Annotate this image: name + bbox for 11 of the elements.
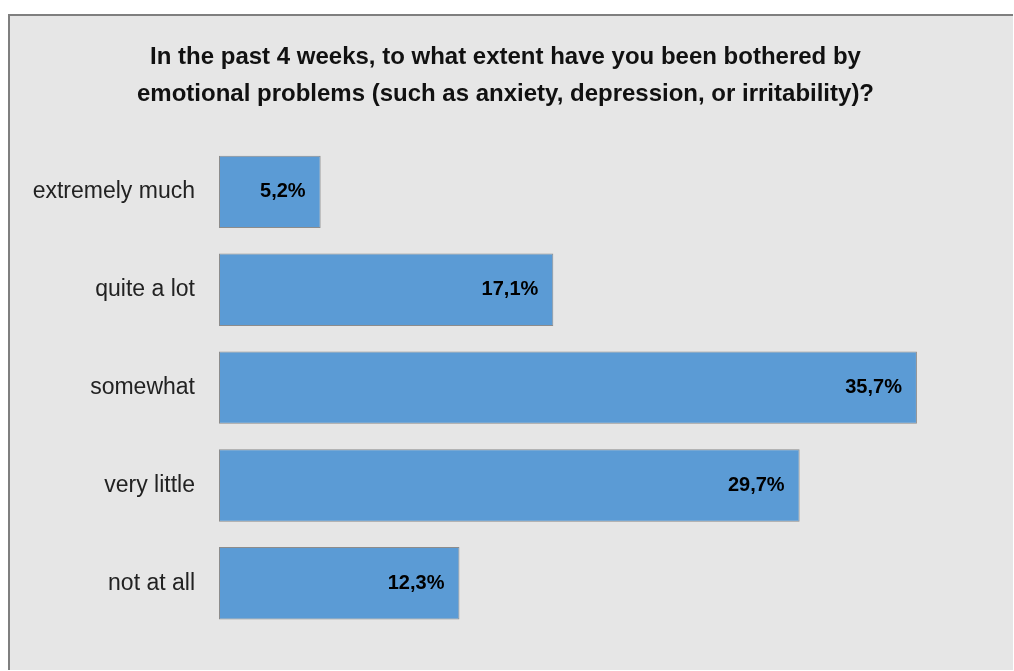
data-label: 5,2% [260, 179, 306, 202]
chart-title: In the past 4 weeks, to what extent have you been bothered by emotional problems (such as anxiety, depression, or irritability)? [136, 42, 875, 107]
y-tick-label: extremely much [32, 177, 195, 204]
y-tick-label: not at all [108, 568, 195, 595]
y-tick-label: somewhat [90, 372, 196, 399]
data-label: 12,3% [387, 570, 445, 593]
data-label: 29,7% [727, 472, 785, 495]
data-label: 35,7% [845, 375, 903, 398]
y-tick-label: quite a lot [95, 275, 196, 302]
y-tick-label: very little [104, 470, 195, 497]
data-label: 17,1% [481, 277, 539, 300]
